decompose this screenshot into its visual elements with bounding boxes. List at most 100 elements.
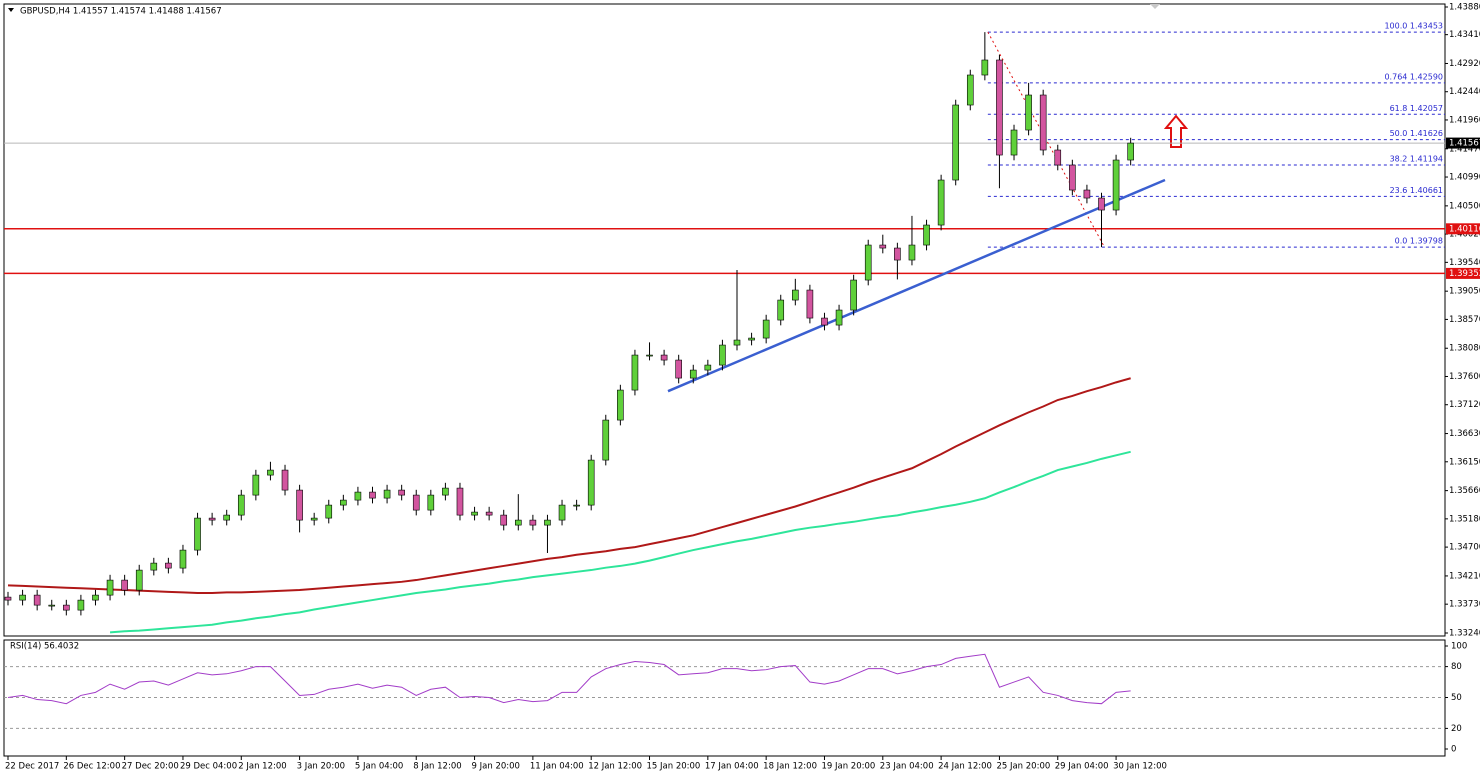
- candle-body: [63, 604, 70, 611]
- y-tick-label: 1.36630: [1449, 429, 1480, 439]
- x-tick-label: 2 Jan 12:00: [238, 762, 286, 772]
- x-tick-label: 25 Jan 20:00: [996, 762, 1050, 772]
- candle-body: [442, 487, 449, 496]
- fib-label: 61.8 1.42057: [1390, 104, 1443, 113]
- candle-body: [864, 244, 872, 281]
- y-tick-label: 1.37120: [1449, 400, 1480, 410]
- candle-body: [806, 289, 814, 319]
- candle-body: [340, 499, 347, 506]
- y-tick-label: 1.34210: [1449, 571, 1480, 581]
- price-tag: [1446, 137, 1480, 149]
- x-tick-label: 29 Jan 04:00: [1055, 762, 1109, 772]
- candle-body: [77, 599, 85, 611]
- candle-body: [208, 517, 216, 521]
- x-tick-label: 18 Jan 12:00: [763, 762, 817, 772]
- rsi-line: [7, 653, 1131, 705]
- x-tick-label: 23 Jan 04:00: [880, 762, 934, 772]
- y-tick-label: 1.40500: [1449, 201, 1480, 211]
- fib-label: 23.6 1.40661: [1390, 186, 1443, 195]
- y-tick-label: 1.36150: [1449, 457, 1480, 467]
- y-tick-label: 1.41960: [1449, 115, 1480, 125]
- candle-body: [879, 244, 887, 249]
- fib-label: 38.2 1.41194: [1390, 155, 1443, 164]
- candle-body: [19, 594, 26, 601]
- candle-body: [894, 247, 901, 261]
- y-tick-label: 50: [1451, 693, 1462, 703]
- candle-body: [646, 354, 653, 357]
- candle-body: [1054, 149, 1062, 166]
- fib-trend: [987, 31, 1105, 248]
- y-tick-label: 1.37600: [1449, 372, 1480, 382]
- price-tag-label: 1.40110: [1449, 224, 1480, 234]
- candle-body: [660, 354, 668, 361]
- y-tick-label: 1.43410: [1449, 30, 1480, 40]
- candle-body: [1098, 197, 1105, 211]
- candle-body: [1112, 159, 1120, 211]
- candle-body: [602, 419, 610, 461]
- candle-body: [544, 519, 551, 526]
- y-tick-label: 1.43880: [1449, 3, 1480, 13]
- price-tag: [1446, 223, 1480, 235]
- candle-body: [471, 511, 478, 516]
- x-tick-label: 30 Jan 12:00: [1113, 762, 1167, 772]
- candle-body: [719, 344, 726, 366]
- y-tick-label: 1.33730: [1449, 600, 1480, 610]
- candle-body: [908, 244, 916, 261]
- moving-average: [7, 377, 1131, 594]
- candle-body: [748, 337, 755, 341]
- candle-body: [1025, 94, 1032, 131]
- candle-body: [92, 594, 99, 601]
- candle-body: [4, 596, 12, 601]
- candle-body: [762, 319, 770, 339]
- x-tick-label: 19 Jan 20:00: [821, 762, 875, 772]
- y-tick-label: 100: [1451, 642, 1467, 652]
- x-tick-label: 12 Jan 12:00: [588, 762, 642, 772]
- candle-body: [733, 339, 741, 346]
- x-tick-label: 11 Jan 04:00: [530, 762, 584, 772]
- y-tick-label: 1.39050: [1449, 287, 1480, 297]
- candle-body: [369, 491, 376, 499]
- candle-body: [427, 494, 435, 511]
- candle-body: [1127, 142, 1134, 161]
- y-tick-label: 1.42440: [1449, 87, 1480, 97]
- shift-marker: [1150, 4, 1160, 9]
- x-tick-label: 24 Jan 12:00: [938, 762, 992, 772]
- y-tick-label: 1.34700: [1449, 543, 1480, 553]
- x-tick-label: 3 Jan 20:00: [297, 762, 345, 772]
- candle-body: [310, 517, 318, 521]
- fib-label: 50.0 1.41626: [1390, 129, 1443, 138]
- candle-body: [821, 317, 828, 326]
- candle-body: [121, 579, 128, 591]
- candle-body: [617, 389, 624, 421]
- candle-body: [1083, 189, 1091, 199]
- candle-body: [500, 514, 508, 526]
- candle-body: [792, 289, 799, 301]
- candle-body: [296, 489, 303, 521]
- rsi-title: RSI(14) 56.4032: [10, 642, 79, 652]
- candle-body: [485, 511, 493, 516]
- menu-triangle[interactable]: [8, 8, 14, 12]
- y-tick-label: 1.40990: [1449, 173, 1480, 183]
- x-tick-label: 29 Dec 04:00: [180, 762, 237, 772]
- candle-body: [165, 562, 172, 569]
- y-tick-label: 1.41470: [1449, 144, 1480, 154]
- candle-body: [675, 359, 682, 379]
- candle-body: [252, 474, 260, 496]
- candle-body: [850, 279, 857, 311]
- y-tick-label: 1.33240: [1449, 629, 1480, 639]
- candle-body: [106, 579, 114, 596]
- y-tick-label: 0: [1451, 745, 1456, 755]
- candle-body: [1069, 164, 1076, 191]
- candle-body: [33, 594, 41, 606]
- candle-body: [237, 494, 245, 516]
- y-tick-label: 1.38570: [1449, 315, 1480, 325]
- price-tag-label: 1.41567: [1449, 139, 1480, 149]
- candle-body: [704, 364, 712, 371]
- candle-body: [267, 469, 274, 476]
- y-tick-label: 80: [1451, 662, 1462, 672]
- candle-body: [529, 519, 537, 526]
- moving-average: [109, 450, 1131, 634]
- candle-body: [777, 299, 785, 321]
- candle-body: [996, 59, 1003, 156]
- price-tag: [1446, 267, 1480, 279]
